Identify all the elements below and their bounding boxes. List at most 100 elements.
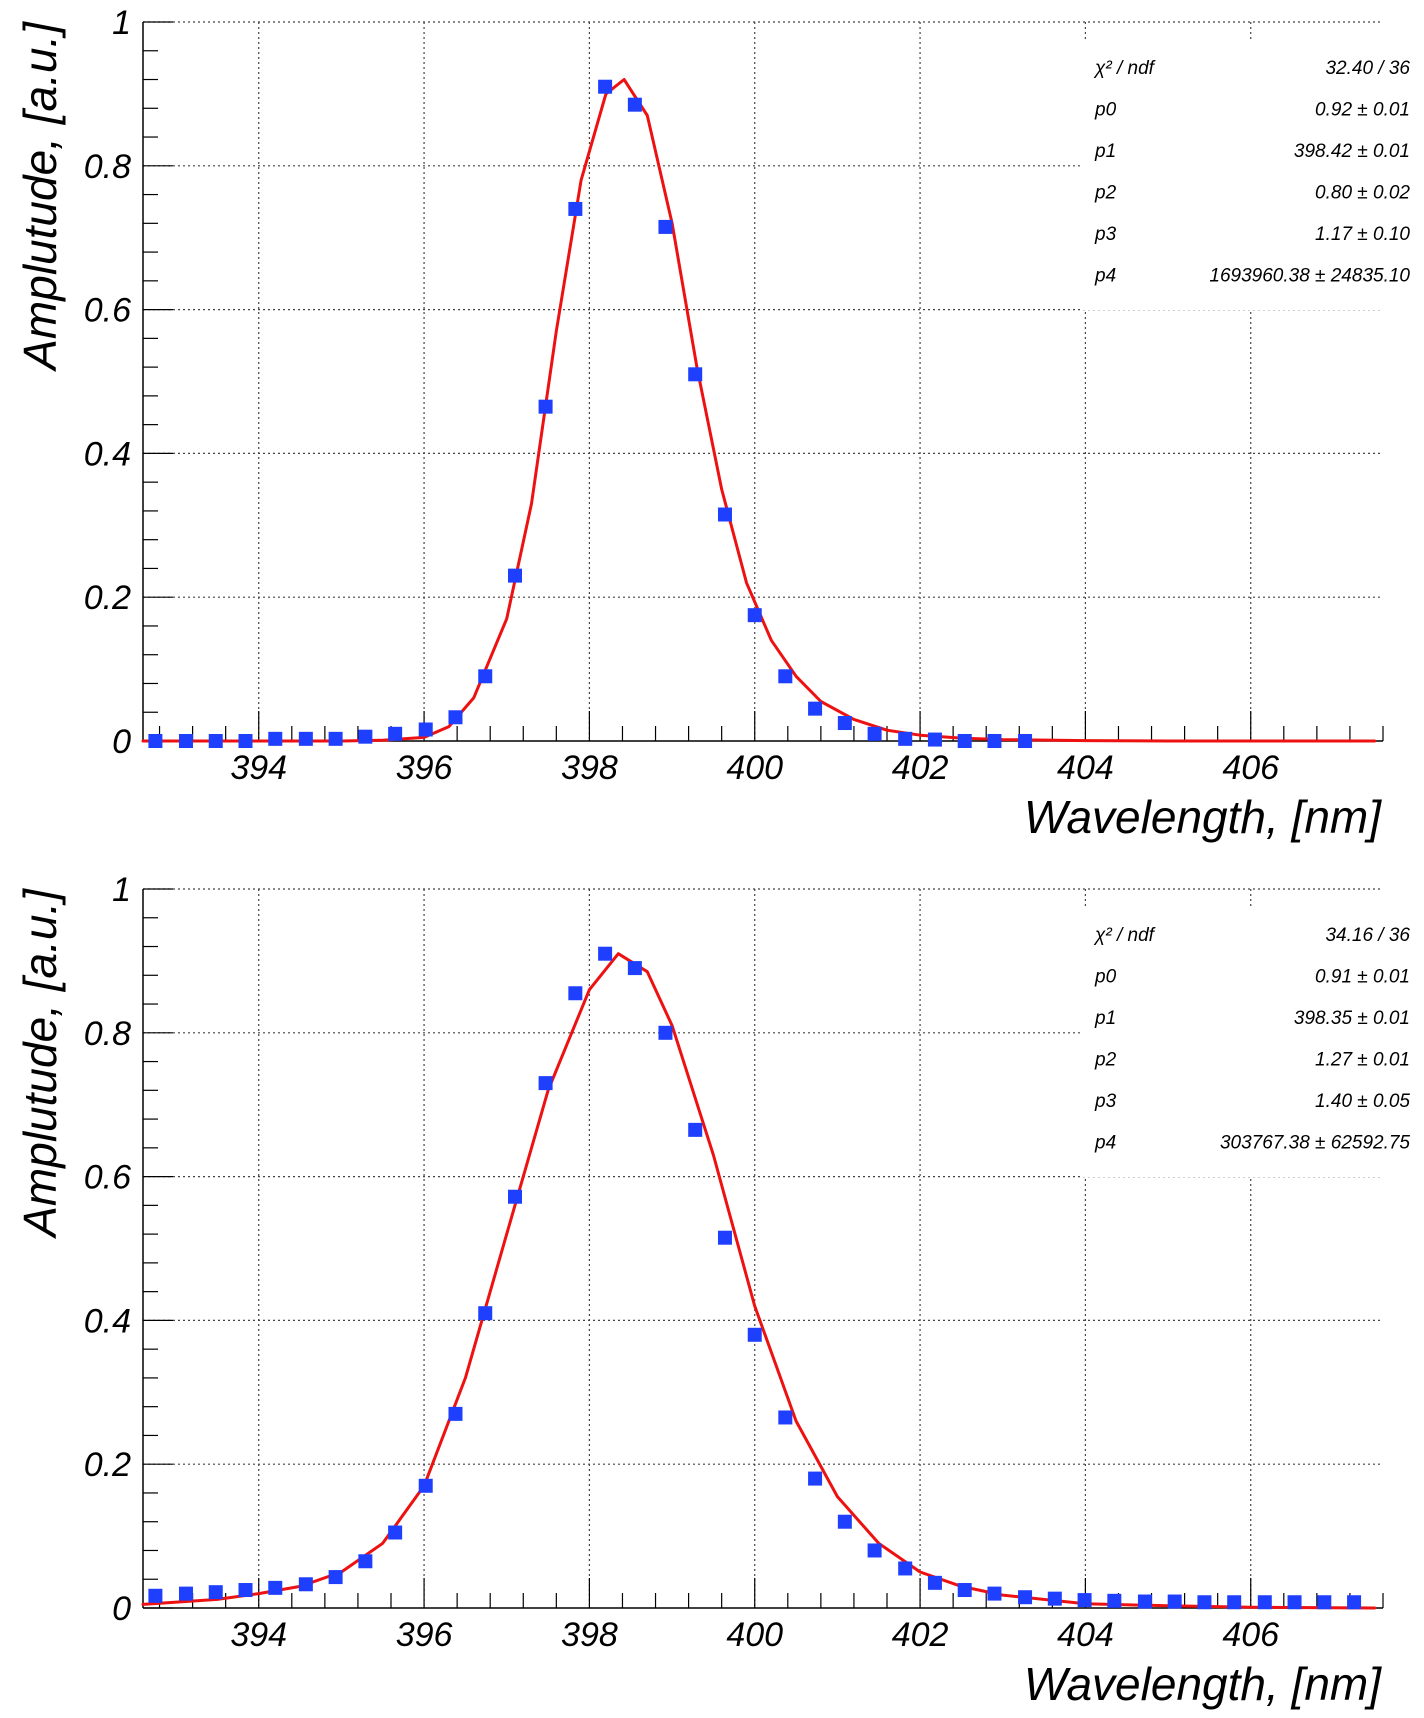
stats-value: 398.42 ± 0.01 — [1294, 141, 1410, 162]
x-tick-label: 398 — [561, 749, 618, 787]
y-tick-label: 0.8 — [84, 148, 131, 186]
data-point — [1197, 1595, 1212, 1610]
x-tick-label: 396 — [396, 1616, 453, 1654]
stats-value: 1.40 ± 0.05 — [1315, 1091, 1410, 1112]
stats-value: 32.40 / 36 — [1325, 58, 1410, 79]
stats-label: p4 — [1094, 1133, 1116, 1154]
data-point — [358, 729, 373, 744]
y-tick-label: 0.2 — [84, 579, 131, 617]
data-point — [867, 726, 882, 741]
x-tick-label: 394 — [230, 1616, 287, 1654]
data-point — [747, 1327, 762, 1342]
data-point — [238, 1583, 253, 1598]
data-point — [658, 1025, 673, 1040]
data-point — [688, 1122, 703, 1137]
data-point — [298, 1577, 313, 1592]
stats-label: p1 — [1094, 1008, 1116, 1029]
stats-value: 0.92 ± 0.01 — [1315, 100, 1410, 121]
data-point — [268, 1580, 283, 1595]
data-point — [778, 669, 793, 684]
stats-label: p0 — [1094, 100, 1117, 121]
data-point — [1257, 1595, 1272, 1610]
data-point — [1018, 734, 1033, 748]
data-point — [298, 731, 313, 746]
data-point — [867, 1543, 882, 1558]
data-point — [1347, 1595, 1362, 1610]
data-point — [418, 1478, 433, 1493]
data-point — [837, 1514, 852, 1529]
data-point — [238, 734, 253, 748]
y-tick-label: 0.4 — [84, 435, 131, 473]
stats-value: 1.27 ± 0.01 — [1315, 1050, 1410, 1071]
data-point — [987, 734, 1002, 748]
x-axis-title: Wavelength, [nm] — [1024, 791, 1382, 843]
data-point — [208, 1585, 223, 1600]
stats-label: p1 — [1094, 141, 1116, 162]
x-tick-label: 406 — [1222, 1616, 1279, 1654]
y-tick-label: 0.6 — [84, 1159, 131, 1197]
data-point — [508, 1189, 522, 1204]
y-axis-title: Amplutude, [a.u.] — [14, 888, 66, 1240]
data-point — [1137, 1594, 1152, 1609]
data-point — [927, 1575, 942, 1590]
data-point — [388, 726, 403, 741]
x-tick-label: 404 — [1057, 749, 1114, 787]
stats-label: p0 — [1094, 967, 1117, 988]
stats-box-background — [1080, 909, 1380, 1177]
data-point — [598, 946, 613, 961]
data-point — [927, 732, 942, 747]
data-point — [1317, 1595, 1332, 1610]
x-tick-label: 402 — [892, 749, 949, 787]
stats-value: 398.35 ± 0.01 — [1294, 1008, 1410, 1029]
data-point — [538, 1076, 553, 1091]
stats-label: p3 — [1094, 224, 1117, 245]
data-point — [658, 219, 673, 234]
data-point — [778, 1410, 793, 1425]
data-point — [178, 734, 193, 748]
data-point — [328, 731, 343, 746]
data-point — [717, 1230, 732, 1245]
data-point — [957, 734, 972, 748]
data-point — [1227, 1595, 1242, 1610]
x-tick-label: 402 — [892, 1616, 949, 1654]
data-point — [268, 731, 283, 746]
y-tick-label: 0.2 — [84, 1446, 131, 1484]
data-point — [898, 731, 913, 746]
y-tick-label: 0 — [112, 1590, 131, 1628]
x-tick-label: 396 — [396, 749, 453, 787]
x-tick-label: 394 — [230, 749, 287, 787]
stats-value: 0.80 ± 0.02 — [1315, 183, 1410, 204]
data-point — [837, 716, 852, 731]
stats-label: p2 — [1094, 183, 1117, 204]
x-tick-label: 406 — [1222, 749, 1279, 787]
stats-value: 0.91 ± 0.01 — [1315, 967, 1410, 988]
data-point — [418, 722, 433, 737]
data-point — [568, 201, 583, 216]
x-tick-label: 400 — [726, 749, 783, 787]
x-axis-title: Wavelength, [nm] — [1024, 1658, 1382, 1710]
data-point — [358, 1554, 373, 1569]
data-point — [747, 608, 762, 623]
data-point — [627, 961, 642, 976]
stats-label: p3 — [1094, 1091, 1117, 1112]
stats-label: p2 — [1094, 1050, 1117, 1071]
y-tick-label: 0.4 — [84, 1302, 131, 1340]
x-tick-label: 398 — [561, 1616, 618, 1654]
stats-box: χ² / ndf 32.40 / 36 p0 0.92 ± 0.01 p1 398.42 … — [1080, 42, 1410, 310]
x-tick-label: 404 — [1057, 1616, 1114, 1654]
data-point — [208, 734, 223, 748]
y-tick-label: 0.8 — [84, 1015, 131, 1053]
y-tick-label: 0.6 — [84, 292, 131, 330]
data-point — [568, 986, 583, 1001]
data-point — [538, 399, 553, 414]
stats-box: χ² / ndf 34.16 / 36 p0 0.91 ± 0.01 p1 398.35 … — [1080, 909, 1410, 1177]
x-tick-label: 400 — [726, 1616, 783, 1654]
data-point — [148, 734, 163, 748]
stats-label: χ² / ndf — [1093, 925, 1156, 946]
data-point — [1107, 1593, 1122, 1608]
data-point — [1018, 1590, 1033, 1605]
data-point — [1077, 1593, 1092, 1608]
stats-label: χ² / ndf — [1093, 58, 1156, 79]
stats-label: p4 — [1094, 266, 1116, 287]
